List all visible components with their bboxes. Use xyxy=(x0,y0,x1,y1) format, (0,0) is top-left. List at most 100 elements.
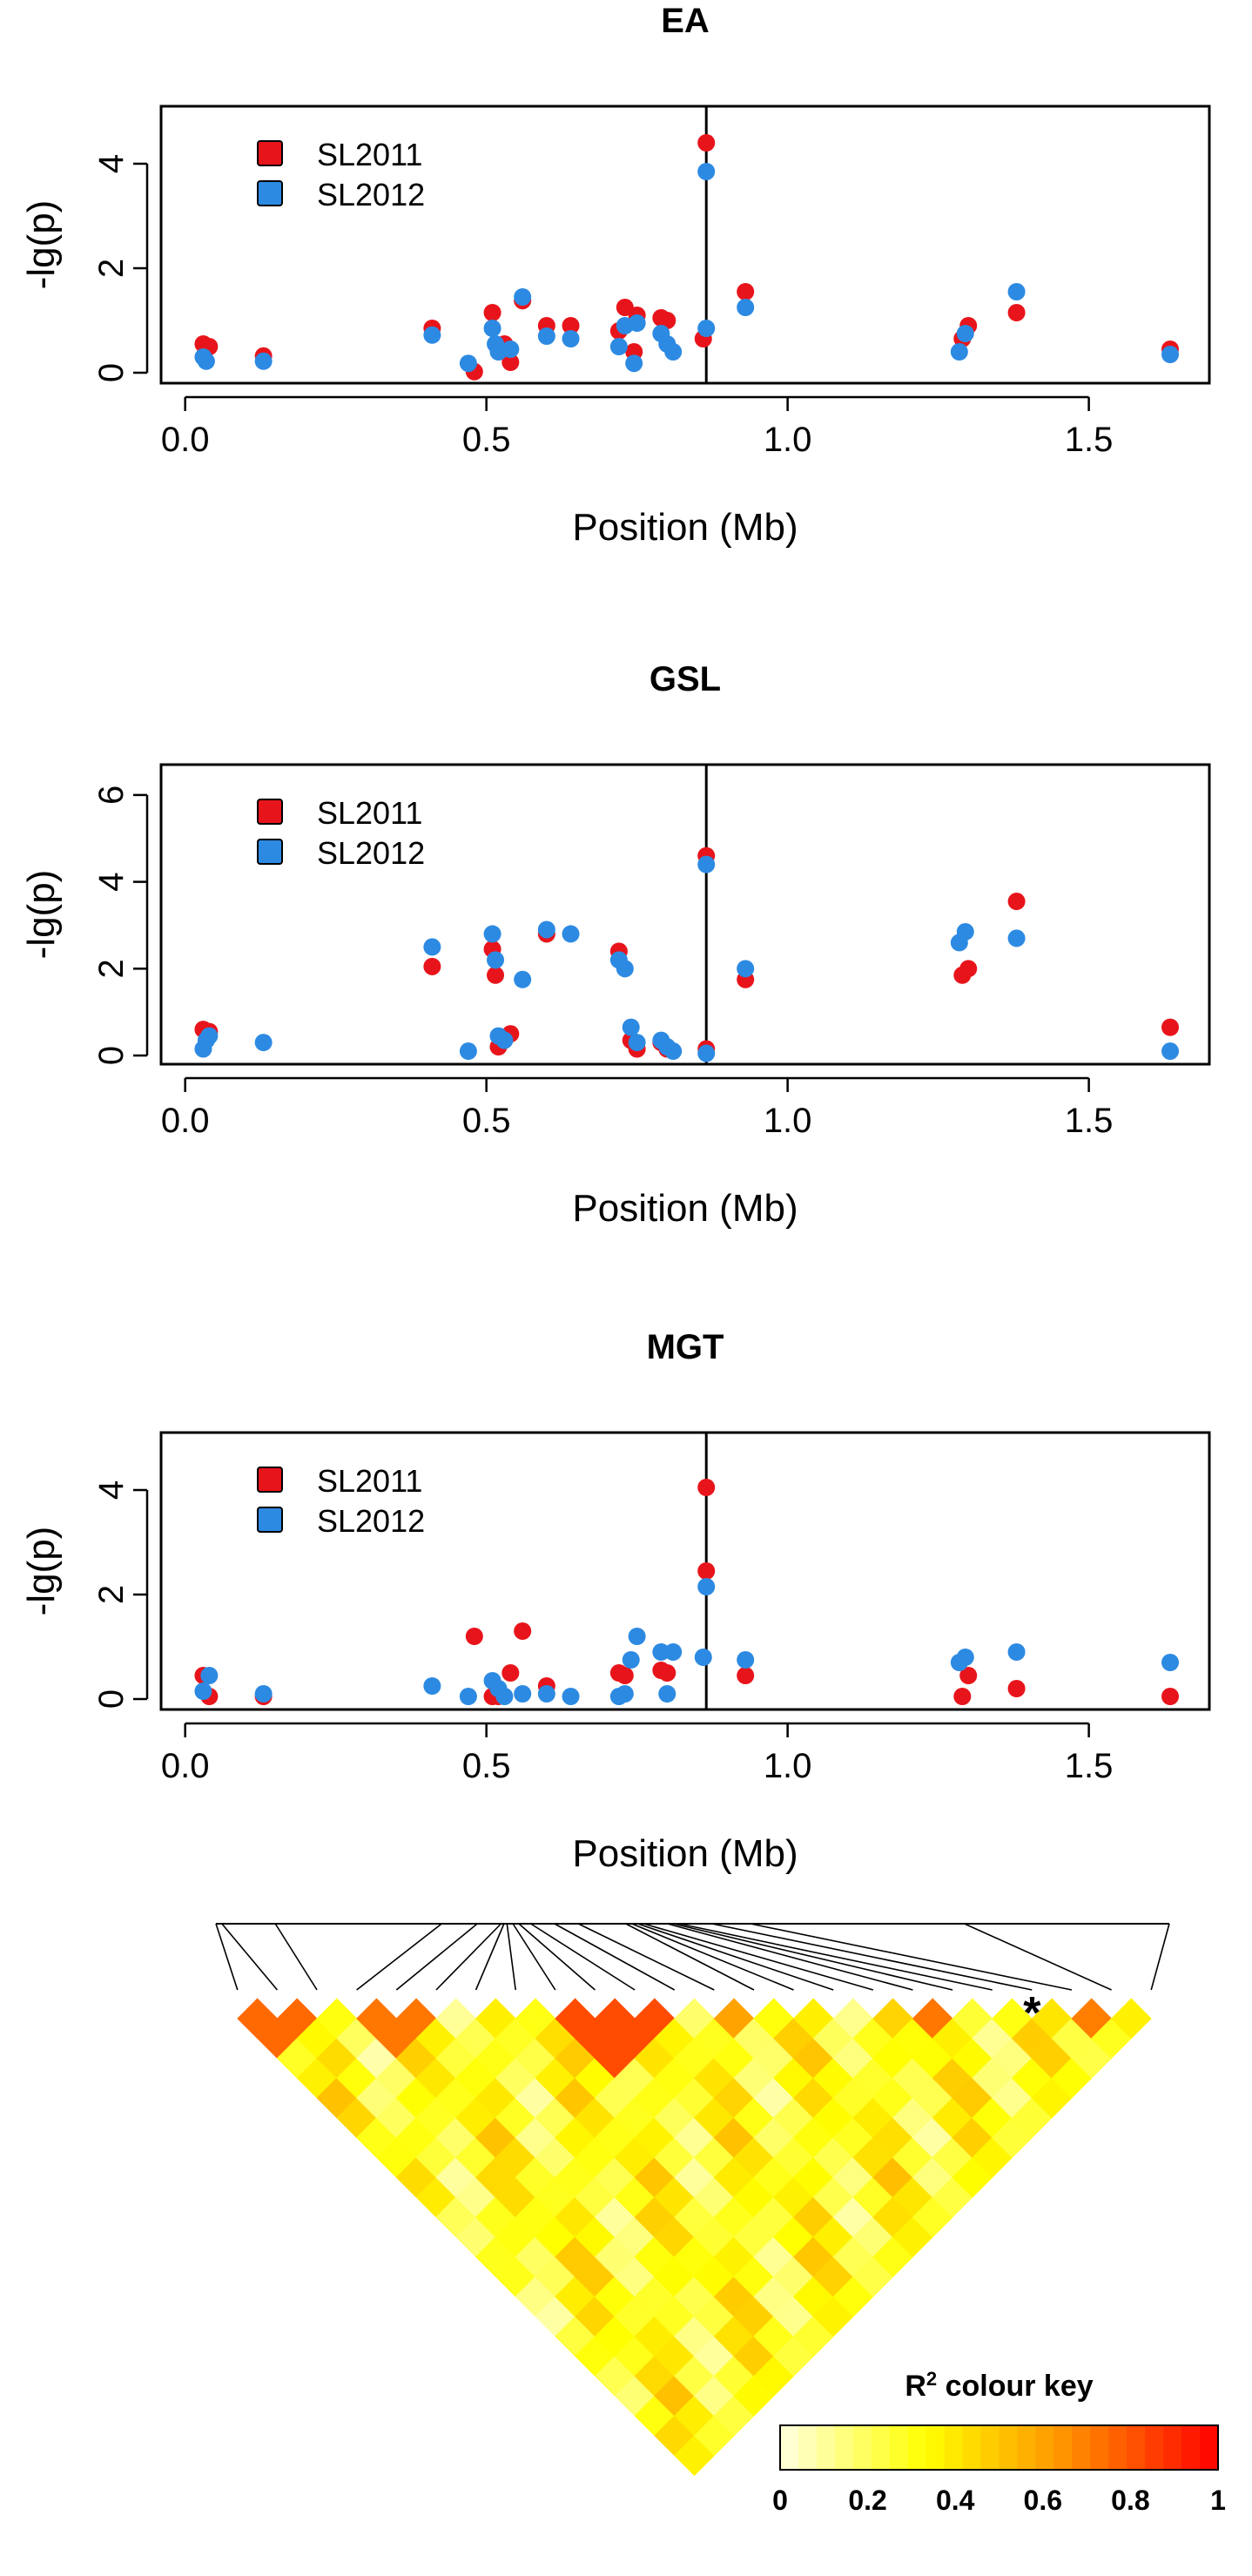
data-point xyxy=(197,352,215,370)
legend-swatch xyxy=(257,839,283,865)
marker-connector xyxy=(625,1923,755,1991)
series-sl2012 xyxy=(194,163,1180,373)
colour-key-step xyxy=(1017,2425,1037,2470)
x-tick-label: 1.5 xyxy=(1065,1747,1114,1785)
marker-connector xyxy=(512,1923,556,1991)
plot-frame xyxy=(159,763,1211,1066)
data-point xyxy=(658,1685,676,1703)
plot-frame xyxy=(159,1431,1211,1711)
data-point xyxy=(956,325,974,342)
colour-key-step xyxy=(798,2425,818,2470)
colour-key-tick-label: 1 xyxy=(1210,2485,1226,2516)
colour-key-step xyxy=(780,2425,799,2470)
data-point xyxy=(737,1667,755,1684)
data-point xyxy=(194,1682,212,1700)
colour-key-step xyxy=(1035,2425,1054,2470)
data-point xyxy=(697,1578,716,1595)
plot-gsl: GSL 0.0 0.5 1.0 1.5 Position (Mb) 0 2 4 6 -lg(p) SL… xyxy=(20,660,1211,1230)
ld-heatmap: * R2 colour key 0 0.2 0.4 0.6 0.8 1 xyxy=(215,1923,1226,2516)
marker-connector xyxy=(643,1923,874,1991)
plot-title: MGT xyxy=(647,1328,724,1366)
marker-connector xyxy=(750,1923,1073,1991)
colour-key-tick-label: 0.4 xyxy=(936,2485,975,2516)
data-point xyxy=(664,1042,683,1061)
data-point xyxy=(622,1018,640,1036)
colour-key-title: R2 colour key xyxy=(905,2368,1093,2403)
data-point xyxy=(737,299,755,316)
plot-title: GSL xyxy=(650,660,721,698)
legend-swatch xyxy=(257,799,283,825)
data-point xyxy=(956,1649,974,1666)
data-point xyxy=(495,1688,514,1705)
data-point xyxy=(254,1685,273,1703)
colour-key-step xyxy=(1108,2425,1127,2470)
legend-label: SL2011 xyxy=(317,795,422,831)
data-point xyxy=(537,1685,555,1703)
y-tick-label: 0 xyxy=(92,1046,131,1065)
colour-key-step xyxy=(999,2425,1019,2470)
series-sl2012 xyxy=(194,855,1180,1062)
marker-connector xyxy=(435,1923,502,1991)
colour-key-step xyxy=(1145,2425,1164,2470)
marker-connector xyxy=(475,1923,505,1991)
data-point xyxy=(628,1628,646,1645)
marker-connector xyxy=(577,1923,715,1991)
data-point xyxy=(459,1688,477,1705)
data-point xyxy=(609,338,628,355)
plot-frame xyxy=(159,105,1211,385)
x-tick-label: 1.5 xyxy=(1065,421,1114,459)
marker-connector xyxy=(964,1923,1112,1991)
legend-label: SL2012 xyxy=(317,177,425,212)
x-tick-label: 1.0 xyxy=(764,1747,812,1785)
data-point xyxy=(254,1034,273,1052)
data-point xyxy=(501,341,520,358)
marker-connector xyxy=(506,1923,516,1991)
colour-key-step xyxy=(1072,2425,1091,2470)
data-point xyxy=(956,922,974,941)
y-tick-label: 4 xyxy=(92,154,131,173)
x-tick-label: 0.5 xyxy=(462,421,511,459)
legend-swatch xyxy=(257,1507,283,1533)
colour-key-step xyxy=(926,2425,946,2470)
data-point xyxy=(1161,1654,1180,1671)
data-point xyxy=(697,134,716,152)
marker-connector xyxy=(1150,1923,1170,1991)
y-tick-label: 0 xyxy=(92,363,131,382)
marker-connector xyxy=(221,1923,279,1991)
x-axis-label: Position (Mb) xyxy=(572,1187,798,1230)
plot-title: EA xyxy=(661,2,710,40)
data-point xyxy=(622,1651,640,1669)
y-axis-label: -lg(p) xyxy=(20,1527,63,1616)
data-point xyxy=(697,320,716,337)
y-axis-label: -lg(p) xyxy=(20,200,63,290)
data-point xyxy=(1007,929,1026,947)
data-point xyxy=(1007,304,1026,321)
data-point xyxy=(514,288,532,306)
data-point xyxy=(254,352,273,370)
data-point xyxy=(658,312,676,329)
data-point xyxy=(737,1651,755,1669)
x-tick-label: 0.0 xyxy=(161,421,210,459)
series-sl2011 xyxy=(194,846,1180,1058)
marker-connector xyxy=(215,1923,239,1991)
data-point xyxy=(697,1479,716,1496)
colour-key-step xyxy=(907,2425,927,2470)
colour-key-step xyxy=(1053,2425,1073,2470)
marker-connector xyxy=(678,1923,993,1991)
data-point xyxy=(562,317,580,334)
y-tick-label: 4 xyxy=(92,872,131,891)
marker-connector xyxy=(637,1923,834,1991)
legend-swatch xyxy=(257,180,283,206)
plot-mgt: MGT 0.0 0.5 1.0 1.5 Position (Mb) 0 2 4 -lg(p) SL2… xyxy=(20,1328,1211,1875)
data-point xyxy=(1161,346,1180,363)
colour-key-tick-label: 0.6 xyxy=(1024,2485,1062,2516)
marker-connector xyxy=(667,1923,913,1991)
data-point xyxy=(459,1042,477,1061)
legend-label: SL2011 xyxy=(317,1463,422,1499)
data-point xyxy=(562,925,580,943)
x-tick-label: 1.0 xyxy=(764,421,812,459)
data-point xyxy=(483,925,501,943)
data-point xyxy=(697,1044,716,1062)
x-axis-label: Position (Mb) xyxy=(572,1832,798,1875)
